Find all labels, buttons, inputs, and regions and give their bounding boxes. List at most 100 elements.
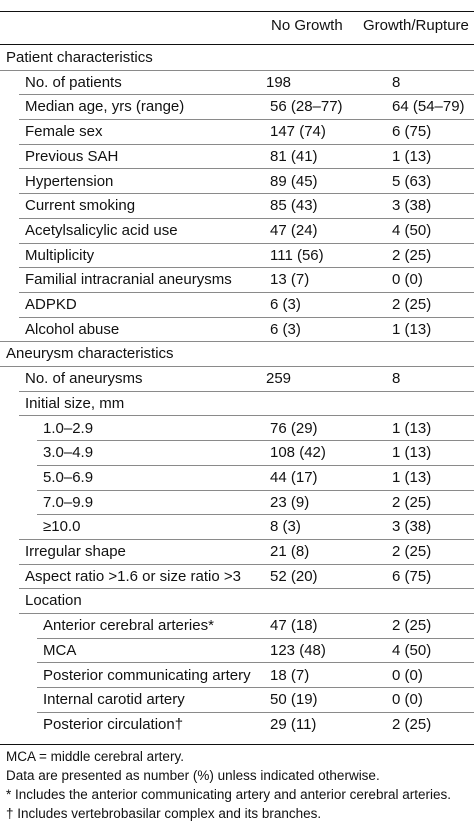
table-row: Posterior circulation† 29 (11) 2 (25): [0, 713, 474, 738]
growth-rupture-value: 2 (25): [392, 296, 432, 313]
table-header-rule: [0, 44, 474, 45]
row-label: ≥10.0: [43, 518, 81, 536]
row-divider: [37, 637, 474, 639]
table-bottom-rule: [0, 744, 474, 745]
row-label: Median age, yrs (range): [25, 98, 185, 116]
row-label: Current smoking: [25, 197, 136, 215]
no-growth-value: 50 (19): [270, 691, 318, 709]
growth-rupture-value: 4 (50): [392, 641, 432, 659]
row-label: Patient characteristics: [6, 49, 153, 66]
growth-rupture-value: 2 (25): [392, 617, 432, 635]
row-divider: [37, 711, 474, 713]
row-divider: [37, 440, 474, 442]
growth-rupture-value: 5 (63): [392, 172, 432, 190]
row-label: No. of aneurysms: [25, 370, 143, 388]
no-growth-value: 89 (45): [270, 172, 318, 190]
no-growth-value: 81 (41): [270, 147, 318, 165]
no-growth-value: 6 (3): [270, 320, 301, 338]
row-divider: [19, 217, 474, 219]
growth-rupture-value: 6 (75): [392, 123, 432, 141]
row-divider: [19, 538, 474, 540]
row-divider: [19, 94, 474, 96]
row-divider: [37, 662, 474, 664]
no-growth-value: 6 (3): [270, 296, 301, 313]
no-growth-value: 8 (3): [270, 518, 301, 536]
row-divider: [19, 588, 474, 590]
table-row: MCA 123 (48) 4 (50): [0, 639, 474, 664]
no-growth-value: 47 (24): [270, 221, 318, 239]
row-label: Aneurysm characteristics: [6, 345, 174, 363]
no-growth-value: 259: [266, 370, 292, 388]
growth-rupture-value: 64 (54–79): [392, 98, 465, 116]
growth-rupture-value: 1 (13): [392, 320, 432, 338]
no-growth-value: 111 (56): [270, 246, 324, 264]
growth-rupture-value: 1 (13): [392, 419, 432, 437]
growth-rupture-value: 0 (0): [392, 691, 423, 709]
growth-rupture-value: 2 (25): [392, 246, 432, 264]
growth-rupture-value: 6 (75): [392, 567, 432, 585]
row-label: Initial size, mm: [25, 394, 125, 412]
growth-rupture-value: 0 (0): [392, 271, 423, 289]
row-label: 3.0–4.9: [43, 444, 94, 462]
row-label: 1.0–2.9: [43, 419, 94, 437]
row-divider: [0, 341, 474, 343]
row-label: Location: [25, 592, 82, 610]
row-label: Aspect ratio >1.6 or size ratio >3: [25, 567, 241, 585]
table-row: 3.0–4.9 108 (42) 1 (13): [0, 441, 474, 466]
row-label: MCA: [43, 641, 77, 659]
no-growth-value: 29 (11): [270, 715, 317, 733]
no-growth-value: 123 (48): [270, 641, 326, 659]
row-label: Female sex: [25, 123, 103, 141]
table-row: Multiplicity 111 (56) 2 (25): [0, 244, 474, 269]
row-divider: [0, 69, 474, 71]
row-divider: [19, 168, 474, 170]
row-divider: [19, 291, 474, 293]
growth-rupture-value: 2 (25): [392, 715, 432, 733]
growth-rupture-value: 4 (50): [392, 221, 432, 239]
table-row: Initial size, mm: [0, 392, 474, 417]
row-divider: [0, 366, 474, 368]
row-divider: [19, 119, 474, 121]
row-label: Familial intracranial aneurysms: [25, 271, 232, 289]
table-row: ≥10.0 8 (3) 3 (38): [0, 515, 474, 540]
table-row: Female sex 147 (74) 6 (75): [0, 120, 474, 145]
row-divider: [37, 489, 474, 491]
no-growth-value: 44 (17): [270, 468, 318, 486]
growth-rupture-value: 3 (38): [392, 197, 432, 215]
table-row: 7.0–9.9 23 (9) 2 (25): [0, 491, 474, 516]
row-label: Anterior cerebral arteries*: [43, 617, 214, 635]
table-row: Current smoking 85 (43) 3 (38): [0, 194, 474, 219]
no-growth-value: 23 (9): [270, 493, 310, 511]
row-label: Alcohol abuse: [25, 320, 120, 338]
no-growth-value: 13 (7): [270, 271, 310, 289]
table-row: ADPKD 6 (3) 2 (25): [0, 293, 474, 318]
table-row: Alcohol abuse 6 (3) 1 (13): [0, 318, 474, 343]
row-divider: [37, 687, 474, 689]
row-label: Hypertension: [25, 172, 114, 190]
row-label: No. of patients: [25, 73, 122, 91]
row-label: 5.0–6.9: [43, 468, 94, 486]
table-row: Previous SAH 81 (41) 1 (13): [0, 145, 474, 170]
table-row: Internal carotid artery 50 (19) 0 (0): [0, 688, 474, 713]
row-divider: [19, 613, 474, 615]
growth-rupture-value: 1 (13): [392, 444, 432, 462]
row-divider: [19, 316, 474, 318]
no-growth-value: 18 (7): [270, 666, 310, 684]
no-growth-value: 47 (18): [270, 617, 318, 635]
growth-rupture-value: 1 (13): [392, 468, 432, 486]
table-top-rule: [0, 11, 474, 12]
row-divider: [19, 415, 474, 417]
growth-rupture-value: 1 (13): [392, 147, 432, 165]
row-label: 7.0–9.9: [43, 493, 94, 511]
table-row: Irregular shape 21 (8) 2 (25): [0, 540, 474, 565]
growth-rupture-value: 8: [392, 73, 401, 91]
no-growth-value: 52 (20): [270, 567, 318, 585]
row-label: Multiplicity: [25, 246, 95, 264]
row-divider: [19, 143, 474, 145]
table-row: 5.0–6.9 44 (17) 1 (13): [0, 466, 474, 491]
table-row: Aneurysm characteristics: [0, 342, 474, 368]
footnote-posterior: † Includes vertebrobasilar complex and i…: [6, 806, 322, 821]
table-row: Anterior cerebral arteries* 47 (18) 2 (25): [0, 614, 474, 639]
no-growth-value: 21 (8): [270, 543, 310, 560]
row-divider: [37, 514, 474, 516]
